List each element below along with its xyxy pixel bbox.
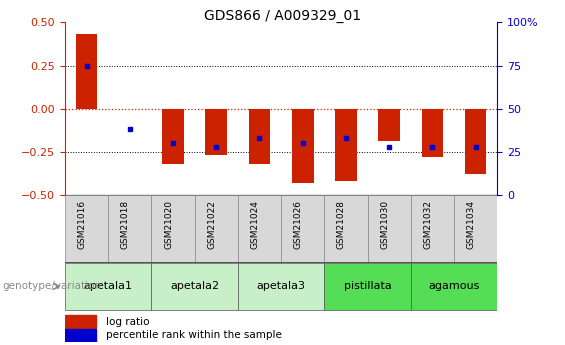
Bar [151, 263, 238, 309]
Text: GSM21026: GSM21026 [294, 200, 303, 249]
Bar [335, 109, 357, 181]
Text: GSM21024: GSM21024 [250, 200, 259, 249]
Bar [151, 195, 194, 262]
Text: percentile rank within the sample: percentile rank within the sample [106, 331, 282, 341]
Bar [249, 109, 270, 164]
Text: GSM21016: GSM21016 [77, 200, 86, 249]
Bar [411, 195, 454, 262]
Text: GSM21032: GSM21032 [423, 200, 432, 249]
Text: apetala2: apetala2 [170, 282, 219, 291]
Bar [454, 195, 497, 262]
Bar [379, 109, 400, 141]
Bar [324, 263, 411, 309]
Bar [194, 195, 238, 262]
Bar [65, 329, 96, 342]
Text: apetala3: apetala3 [257, 282, 306, 291]
Bar [281, 195, 324, 262]
Bar [411, 263, 497, 309]
Bar [108, 195, 151, 262]
Bar [324, 195, 368, 262]
Bar [76, 34, 97, 109]
Text: GSM21020: GSM21020 [164, 200, 173, 249]
Bar [65, 315, 96, 328]
Bar [65, 195, 108, 262]
Text: GDS866 / A009329_01: GDS866 / A009329_01 [204, 9, 361, 23]
Bar [367, 195, 411, 262]
Bar [421, 109, 443, 157]
Text: agamous: agamous [428, 282, 480, 291]
Bar [206, 109, 227, 155]
Bar [65, 263, 151, 309]
Bar [238, 195, 281, 262]
Text: GSM21034: GSM21034 [467, 200, 476, 249]
Bar [292, 109, 314, 183]
Bar [162, 109, 184, 164]
Text: GSM21028: GSM21028 [337, 200, 346, 249]
Text: pistillata: pistillata [344, 282, 392, 291]
Text: genotype/variation: genotype/variation [3, 282, 102, 291]
Text: GSM21030: GSM21030 [380, 200, 389, 249]
Text: apetala1: apetala1 [84, 282, 133, 291]
Bar [238, 263, 324, 309]
Text: GSM21018: GSM21018 [121, 200, 130, 249]
Bar [465, 109, 486, 174]
Text: GSM21022: GSM21022 [207, 200, 216, 249]
Text: log ratio: log ratio [106, 317, 150, 327]
